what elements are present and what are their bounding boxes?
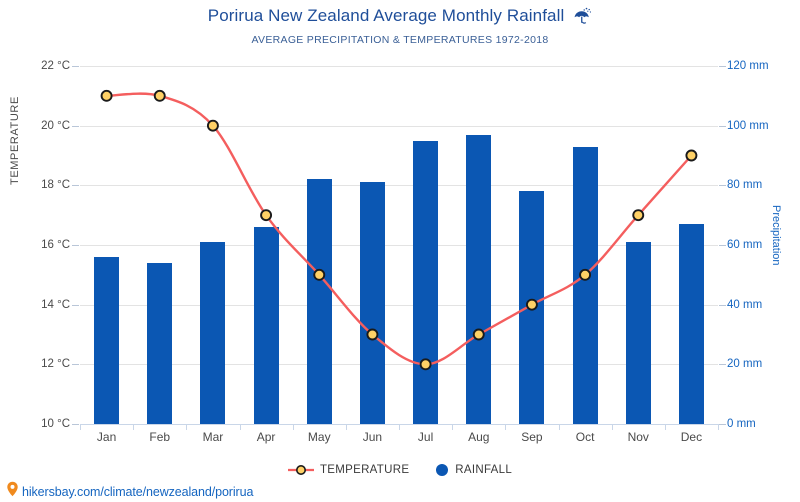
y-axis-left-tick-label: 12 °C — [41, 358, 70, 371]
axis-tick-left — [72, 185, 79, 187]
x-axis-tick — [80, 424, 81, 430]
gridline — [80, 66, 718, 67]
y-axis-right-tick-label: 0 mm — [727, 418, 756, 430]
footer[interactable]: hikersbay.com/climate/newzealand/porirua — [6, 481, 253, 502]
axis-tick-right — [719, 125, 726, 127]
y-axis-right-tick-label: 100 mm — [727, 119, 769, 132]
x-axis-tick-label: Jan — [96, 430, 117, 444]
axis-tick-right — [719, 304, 726, 306]
axis-tick-left — [72, 304, 79, 306]
rainfall-bar[interactable] — [625, 242, 651, 424]
rainfall-bar[interactable] — [519, 191, 545, 424]
umbrella-rain-icon — [573, 7, 592, 29]
rainfall-bar[interactable] — [306, 179, 332, 424]
axis-tick-left — [72, 66, 79, 67]
chart-title-text: Porirua New Zealand Average Monthly Rain… — [207, 6, 565, 25]
y-axis-left-tick-label: 16 °C — [41, 239, 70, 251]
x-axis-tick — [611, 424, 613, 430]
plot-area — [72, 66, 726, 430]
y-axis-right-tick-label: 20 mm — [727, 358, 763, 371]
axis-tick-left — [72, 424, 79, 425]
page-title: Porirua New Zealand Average Monthly Rain… — [0, 6, 800, 29]
x-axis-tick — [345, 424, 347, 430]
x-axis-tick-label: Feb — [149, 430, 171, 444]
location-pin-icon — [6, 481, 19, 502]
y-axis-right-tick-label: 60 mm — [727, 239, 763, 251]
rainfall-bar[interactable] — [678, 224, 704, 424]
x-axis-tick-label: Jun — [362, 430, 383, 444]
x-axis-tick-label: Apr — [256, 430, 276, 444]
x-axis-tick-label: Jul — [417, 430, 434, 444]
rainfall-bar[interactable] — [466, 134, 492, 424]
x-axis-tick — [399, 424, 400, 430]
x-axis-tick-label: Mar — [202, 430, 224, 444]
chart-subtitle: AVERAGE PRECIPITATION & TEMPERATURES 197… — [251, 34, 549, 46]
x-axis-tick — [718, 424, 719, 430]
rainfall-bar[interactable] — [572, 146, 598, 424]
gridline — [80, 304, 718, 306]
y-axis-right-tick-label: 80 mm — [727, 179, 763, 192]
x-axis-tick — [664, 424, 666, 430]
x-axis-tick — [239, 424, 241, 430]
y-axis-left-tick-label: 20 °C — [41, 119, 70, 132]
axis-tick-right — [719, 66, 726, 67]
axis-tick-right — [719, 245, 726, 246]
legend-label-temperature: TEMPERATURE — [319, 464, 410, 476]
y-axis-right-tick-label: 120 mm — [727, 60, 769, 72]
legend-line-marker-icon — [287, 465, 314, 475]
x-axis-tick — [133, 424, 135, 430]
x-axis-tick — [292, 424, 294, 430]
axis-tick-left — [72, 245, 79, 246]
x-axis-tick-label: Dec — [680, 430, 703, 444]
x-axis-tick — [452, 424, 454, 430]
rainfall-bar[interactable] — [147, 262, 173, 424]
y-axis-right-labels: 0 mm 20 mm 40 mm 60 mm 80 mm 100 mm 120 mm — [727, 60, 787, 430]
rainfall-bar[interactable] — [253, 227, 279, 424]
chart-legend: TEMPERATURE RAINFALL — [0, 463, 800, 477]
x-axis-labels: Jan Feb Mar Apr May Jun Jul Aug Sep Oct Nov Dec — [80, 430, 718, 450]
y-axis-right-tick-label: 40 mm — [727, 298, 763, 311]
y-axis-left-tick-label: 10 °C — [41, 418, 70, 430]
x-axis-tick-label: Sep — [521, 430, 543, 444]
legend-label-rainfall: RAINFALL — [455, 464, 513, 476]
legend-item-rainfall[interactable]: RAINFALL — [435, 463, 512, 477]
x-axis-tick-label: Nov — [627, 430, 649, 444]
y-axis-left-tick-label: 22 °C — [41, 60, 70, 72]
y-axis-left-tick-label: 14 °C — [41, 298, 70, 311]
x-axis-tick-label: Oct — [575, 430, 595, 444]
footer-url[interactable]: hikersbay.com/climate/newzealand/porirua — [22, 484, 254, 499]
rainfall-bar[interactable] — [94, 256, 120, 424]
axis-tick-right — [719, 424, 726, 425]
rainfall-bar[interactable] — [359, 182, 385, 424]
x-axis-tick — [505, 424, 507, 430]
gridline — [80, 125, 718, 127]
y-axis-left-labels: 10 °C 12 °C 14 °C 16 °C 18 °C 20 °C 22 °C — [10, 60, 70, 430]
axis-tick-left — [72, 125, 79, 127]
axis-tick-left — [72, 364, 79, 366]
legend-item-temperature[interactable]: TEMPERATURE — [287, 464, 410, 476]
gridline — [80, 364, 718, 366]
axis-tick-right — [719, 185, 726, 187]
axis-tick-right — [719, 364, 726, 366]
x-axis-tick — [186, 424, 188, 430]
gridline — [80, 185, 718, 187]
rainfall-bar[interactable] — [200, 242, 226, 424]
rainfall-bar[interactable] — [413, 140, 439, 424]
legend-dot-icon — [436, 464, 449, 476]
y-axis-left-tick-label: 18 °C — [41, 179, 70, 192]
x-axis-tick-label: Aug — [468, 430, 490, 444]
gridline — [80, 245, 718, 246]
x-axis-tick — [558, 424, 560, 430]
x-axis-tick-label: May — [307, 430, 331, 444]
